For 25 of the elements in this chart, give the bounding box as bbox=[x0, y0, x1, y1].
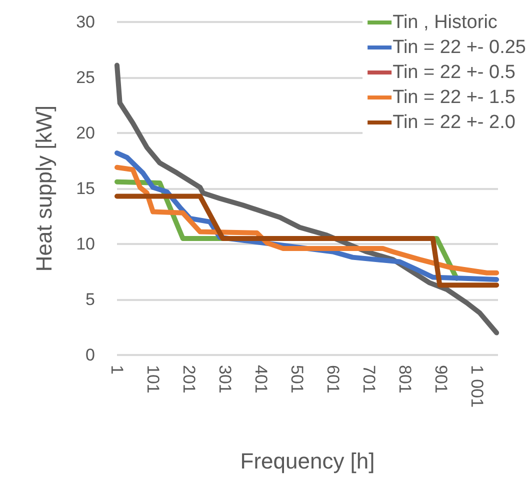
y-tick-label: 10 bbox=[76, 234, 95, 254]
x-tick-label: 801 bbox=[395, 365, 414, 394]
x-tick-label: 501 bbox=[287, 365, 306, 394]
y-tick-label: 20 bbox=[76, 124, 95, 142]
y-tick-label: 0 bbox=[86, 346, 95, 364]
y-axis-title: Heat supply [kW] bbox=[32, 105, 56, 272]
x-tick-label: 701 bbox=[359, 365, 378, 394]
x-tick-label: 301 bbox=[215, 365, 234, 394]
legend-label: Tin = 22 +- 0.5 bbox=[392, 62, 516, 83]
legend-label: Tin = 22 +- 0.25 bbox=[392, 37, 526, 58]
x-tick-label: 901 bbox=[431, 365, 450, 394]
x-tick-label: 101 bbox=[143, 365, 162, 394]
legend-label: Tin = 22 +- 1.5 bbox=[392, 87, 516, 108]
x-tick-label: 401 bbox=[251, 365, 270, 394]
legend-label: Tin = 22 +- 2.0 bbox=[392, 112, 516, 133]
x-tick-label: 1 001 bbox=[467, 365, 486, 408]
x-tick-label: 601 bbox=[323, 365, 342, 394]
y-tick-label: 5 bbox=[86, 290, 95, 309]
legend-label: Tin , Historic bbox=[392, 12, 498, 33]
x-tick-label: 201 bbox=[179, 365, 198, 394]
y-tick-label: 25 bbox=[76, 68, 95, 87]
x-tick-label: 1 bbox=[108, 365, 126, 374]
y-tick-label: 30 bbox=[76, 12, 95, 32]
x-axis-title: Frequency [h] bbox=[240, 448, 375, 474]
y-tick-label: 15 bbox=[76, 179, 95, 198]
